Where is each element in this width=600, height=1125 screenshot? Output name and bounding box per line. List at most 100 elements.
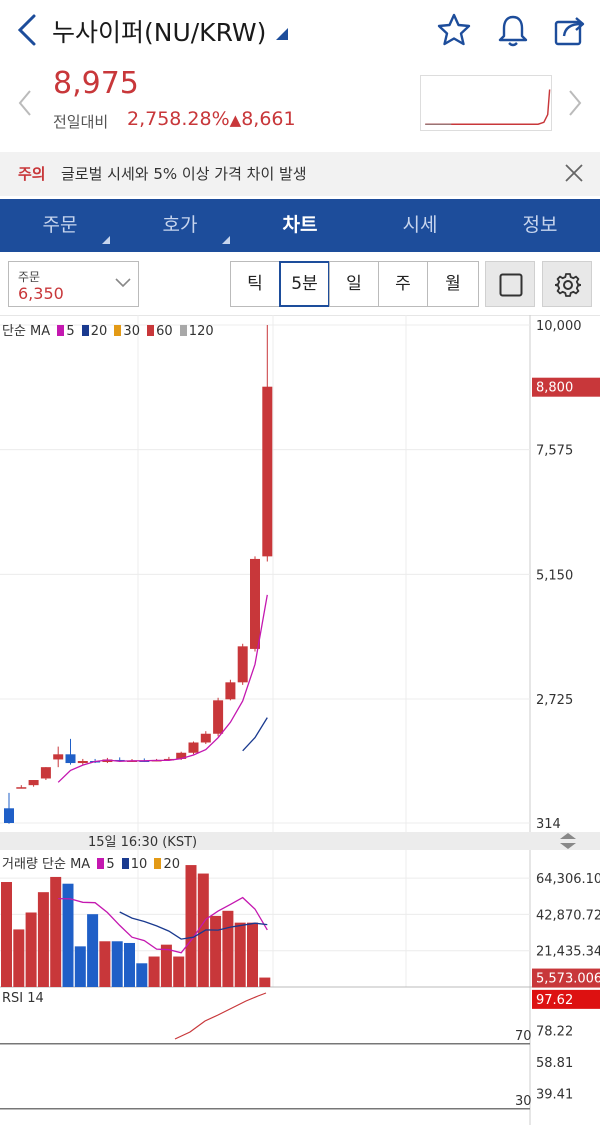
current-price-tag <box>532 377 600 397</box>
change-label: 전일대비 <box>53 113 109 131</box>
rsi-legend: RSI 14 <box>2 991 44 1006</box>
chart-grid <box>0 315 600 1125</box>
ma-period: 60 <box>156 324 173 339</box>
order-select[interactable]: 주문 6,350 <box>8 261 139 307</box>
ma5-line <box>57 594 268 783</box>
period-tick-button[interactable]: 틱 <box>230 261 280 307</box>
volume-bar <box>136 963 148 987</box>
tab-order[interactable]: 주문 <box>0 199 120 252</box>
vol-ma20-swatch <box>154 858 162 869</box>
volume-legend: 거래량 단순 MA 5 10 20 <box>2 853 180 872</box>
next-coin-arrow-icon[interactable] <box>566 88 584 118</box>
notice-text: 글로벌 시세와 5% 이상 가격 차이 발생 <box>61 165 307 183</box>
page-title[interactable]: 누사이퍼(NU/KRW) <box>52 18 267 47</box>
volume-bar <box>222 910 234 987</box>
candle-body <box>40 767 51 779</box>
price-axis-tick: 7,575 <box>536 444 573 459</box>
tab-label: 차트 <box>282 214 318 236</box>
sparkline-chart <box>420 75 552 131</box>
ma-period: 10 <box>130 857 148 872</box>
rsi-value-tag <box>532 989 600 1009</box>
volume-bar <box>247 922 258 987</box>
volume-bar <box>160 944 172 987</box>
volume-bar <box>259 977 271 987</box>
rsi-lower-level: 30 <box>515 1094 532 1109</box>
chevron-down-icon <box>115 278 131 288</box>
rsi-upper-level: 70 <box>515 1029 532 1044</box>
price-axis-tick: 5,150 <box>536 568 573 583</box>
volume-bar <box>197 873 209 987</box>
star-icon[interactable] <box>436 12 472 48</box>
period-month-button[interactable]: 월 <box>427 261 479 307</box>
volume-ma5-line <box>58 896 268 954</box>
notice-tag: 주의 <box>18 165 46 183</box>
ma30-swatch <box>114 325 122 336</box>
title-dropdown-icon[interactable] <box>276 28 288 40</box>
candle-body <box>188 742 199 753</box>
volume-axis-tick: 42,870.726 <box>536 908 600 923</box>
order-select-label: 주문 <box>18 270 41 284</box>
period-week-button[interactable]: 주 <box>378 261 428 307</box>
price-legend: 단순 MA 5 20 30 60 120 <box>2 320 214 339</box>
rsi-line <box>174 992 267 1040</box>
volume-legend-label: 거래량 단순 MA <box>2 857 91 872</box>
period-day-button[interactable]: 일 <box>329 261 379 307</box>
volume-bar <box>37 892 49 987</box>
share-icon[interactable] <box>552 12 588 48</box>
up-triangle-icon: ▲ <box>229 111 242 129</box>
rsi-axis-tick: 39.41 <box>536 1087 573 1102</box>
prev-coin-arrow-icon[interactable] <box>16 88 34 118</box>
ma120-swatch <box>179 325 187 336</box>
rsi-axis-tick: 78.22 <box>536 1024 573 1039</box>
time-label: 15일 16:30 (KST) <box>88 835 197 850</box>
notice-bar: 주의 글로벌 시세와 5% 이상 가격 차이 발생 <box>0 152 600 196</box>
candles-group <box>4 325 273 824</box>
volume-group <box>1 865 271 987</box>
volume-bar <box>87 914 99 987</box>
candle-body <box>213 700 224 734</box>
bell-icon[interactable] <box>495 12 531 48</box>
ma60-swatch <box>147 325 155 336</box>
tab-market[interactable]: 시세 <box>360 199 480 252</box>
ma5-swatch <box>57 325 65 336</box>
volume-bar <box>25 912 37 987</box>
tab-label: 시세 <box>402 214 438 236</box>
candlestick-chart[interactable]: 10,000 7,575 5,150 2,725 314 15일 16:30 (KST) 8… <box>0 315 600 1125</box>
axis-labels-group: 10,000 7,575 5,150 2,725 314 15일 16:30 (KST) 8… <box>88 319 600 1109</box>
candle-body <box>250 558 260 649</box>
period-5min-button[interactable]: 5분 <box>279 261 330 307</box>
tab-info[interactable]: 정보 <box>480 199 600 252</box>
tab-orderbook[interactable]: 호가 <box>120 199 240 252</box>
candle-body <box>237 646 248 683</box>
tab-chart[interactable]: 차트 <box>240 199 360 252</box>
candle-body <box>28 780 39 786</box>
volume-bar <box>1 882 12 987</box>
ma-period: 20 <box>163 857 180 872</box>
change-rate: 2,758.28% <box>127 108 230 130</box>
square-icon <box>499 273 523 297</box>
volume-bar <box>111 941 123 987</box>
chart-settings-button[interactable] <box>542 261 592 307</box>
tab-bar: 주문 호가 차트 시세 정보 <box>0 199 600 252</box>
volume-bar <box>210 915 222 987</box>
ma-period: 20 <box>90 324 108 339</box>
ma-period: 30 <box>123 324 140 339</box>
ma20-swatch <box>81 325 89 336</box>
volume-bar <box>148 956 160 987</box>
volume-bar <box>234 922 246 987</box>
volume-bar <box>173 956 185 987</box>
top-bar: 누사이퍼(NU/KRW) <box>0 0 600 60</box>
resize-up-icon <box>560 833 576 839</box>
back-arrow-icon[interactable] <box>12 12 42 48</box>
volume-bar <box>62 883 74 987</box>
volume-axis-tick: 21,435.347 <box>536 945 600 960</box>
close-icon[interactable] <box>563 162 585 184</box>
chart-type-button[interactable] <box>485 261 535 307</box>
current-volume-tag-text: 5,573.006 <box>536 972 600 987</box>
current-price: 8,975 <box>53 66 139 101</box>
price-axis-tick: 10,000 <box>536 319 582 334</box>
volume-bar <box>185 865 197 987</box>
volume-bar <box>74 946 86 987</box>
rsi-value-tag-text: 97.62 <box>536 993 573 1008</box>
volume-axis-tick: 64,306.105 <box>536 872 600 887</box>
